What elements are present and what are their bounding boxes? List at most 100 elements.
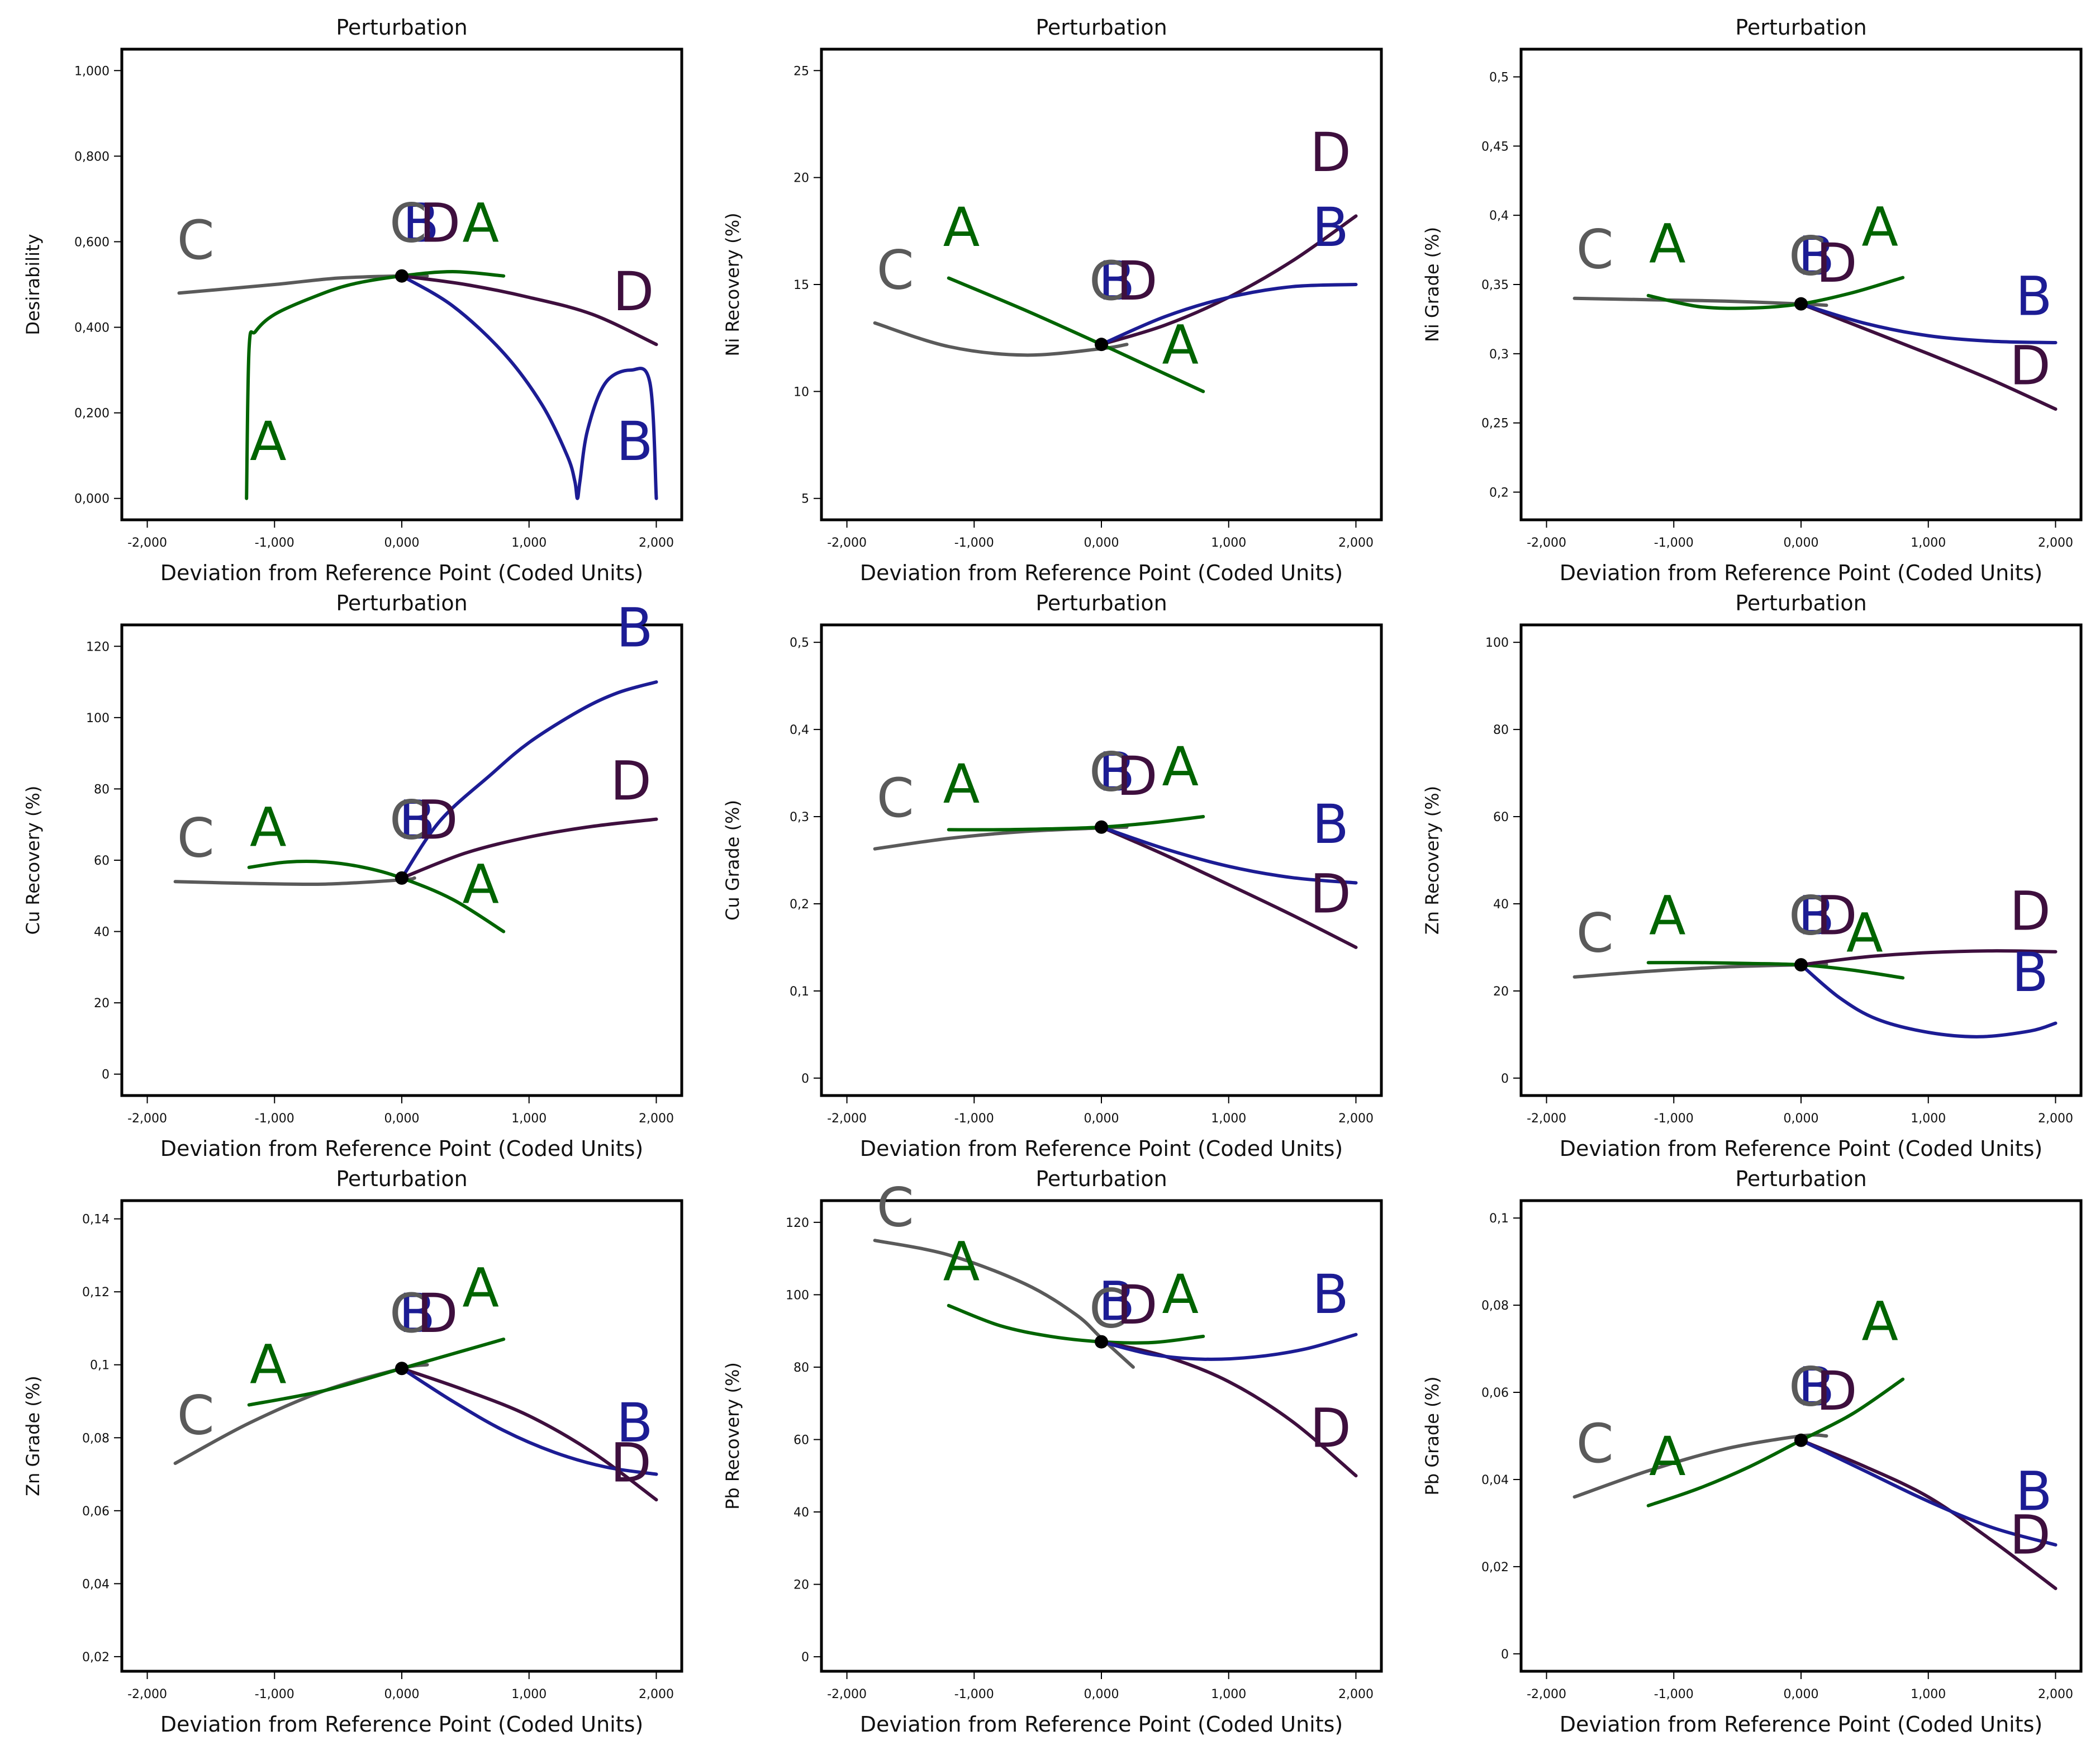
factor-label-a: A [943, 753, 980, 816]
x-tick-label: -1,000 [954, 1687, 994, 1701]
x-tick-label: 2,000 [1338, 1687, 1374, 1701]
chart-title: Perturbation [1735, 15, 1866, 40]
x-tick-label: -1,000 [1654, 536, 1694, 550]
reference-point-marker [1095, 1335, 1108, 1349]
y-tick-label: 0,1 [90, 1359, 110, 1373]
x-tick-label: -2,000 [827, 536, 867, 550]
x-tick-label: 2,000 [2038, 1687, 2073, 1701]
y-tick-label: 0,5 [790, 636, 809, 650]
series-line-a [247, 860, 506, 933]
factor-label-d: D [2009, 880, 2051, 943]
series-line-b [1799, 963, 2058, 1039]
chart-title: Perturbation [1035, 591, 1167, 615]
factor-label-a: A [943, 196, 980, 259]
series-line-d [400, 817, 658, 880]
factor-label-d: D [1310, 1397, 1351, 1459]
panel-8: Perturbation Deviation from Reference Poi… [700, 1151, 1400, 1759]
series-line-d [1100, 825, 1358, 949]
factor-label-d: D [1310, 863, 1351, 926]
x-tick-label: -1,000 [1654, 1112, 1694, 1126]
factor-label-d: D [419, 192, 460, 254]
x-tick-label: -1,000 [255, 1687, 294, 1701]
y-axis-label: Cu Recovery (%) [22, 786, 44, 935]
reference-point-marker [395, 269, 408, 283]
factor-label-c: C [1089, 741, 1127, 803]
chart-title: Perturbation [1735, 1167, 1866, 1191]
y-tick-label: 0,35 [1481, 278, 1509, 292]
x-axis-label: Deviation from Reference Point (Coded Un… [160, 561, 644, 585]
chart-title: Perturbation [336, 591, 467, 615]
factor-label-a: A [462, 192, 499, 254]
x-tick-label: 2,000 [1338, 1112, 1374, 1126]
perturbation-chart: Perturbation Deviation from Reference Poi… [22, 591, 683, 1161]
series-line-b [400, 274, 658, 500]
factor-label-d: D [1816, 885, 1857, 947]
x-tick-label: 2,000 [639, 1687, 674, 1701]
factor-label-b: B [1798, 885, 1835, 947]
series-line-d [1799, 302, 2058, 411]
y-tick-label: 0 [102, 1068, 110, 1082]
y-tick-label: 40 [1493, 898, 1509, 912]
y-tick-label: 5 [801, 492, 809, 506]
factor-label-a: A [1861, 196, 1898, 259]
x-tick-label: -1,000 [954, 536, 994, 550]
series-line-a [947, 815, 1205, 832]
series-line-a [1646, 276, 1905, 310]
x-tick-label: -1,000 [954, 1112, 994, 1126]
y-tick-label: 0,600 [74, 235, 110, 249]
factor-label-d: D [1310, 121, 1351, 184]
y-tick-label: 0,45 [1481, 140, 1509, 154]
series-line-b [1799, 302, 2058, 344]
series-line-b [1799, 1438, 2058, 1547]
x-tick-label: 1,000 [1911, 536, 1946, 550]
panel-7: Perturbation Deviation from Reference Poi… [0, 1151, 701, 1759]
series-line-b [400, 680, 658, 880]
x-tick-label: 1,000 [1911, 1112, 1946, 1126]
factor-label-a: A [1649, 1425, 1686, 1488]
factor-label-d: D [1116, 745, 1158, 808]
factor-label-b: B [2012, 941, 2049, 1004]
x-tick-label: 1,000 [1211, 1112, 1246, 1126]
factor-label-d: D [417, 789, 458, 852]
y-tick-label: 0 [801, 1651, 809, 1665]
chart-title: Perturbation [1735, 591, 1866, 615]
factor-label-d: D [1116, 1274, 1158, 1336]
x-tick-label: 1,000 [1211, 536, 1246, 550]
series-line-d [1100, 1340, 1358, 1478]
x-axis-label: Deviation from Reference Point (Coded Un… [160, 1136, 644, 1161]
x-tick-label: 0,000 [1084, 536, 1119, 550]
x-tick-label: -2,000 [827, 1687, 867, 1701]
y-axis-label: Cu Grade (%) [722, 800, 743, 921]
x-axis-label: Deviation from Reference Point (Coded Un… [1560, 1136, 2043, 1161]
x-tick-label: 2,000 [639, 1112, 674, 1126]
factor-label-c: C [389, 192, 427, 254]
factor-label-b: B [1098, 741, 1135, 803]
panel-4: Perturbation Deviation from Reference Poi… [0, 576, 701, 1183]
x-axis-label: Deviation from Reference Point (Coded Un… [860, 1136, 1343, 1161]
reference-point-marker [1794, 1433, 1808, 1447]
x-tick-label: -2,000 [1527, 1112, 1566, 1126]
y-tick-label: 0,5 [1489, 71, 1509, 85]
panel-6: Perturbation Deviation from Reference Poi… [1399, 576, 2100, 1183]
series-line-b [1100, 825, 1358, 885]
y-tick-label: 0,08 [82, 1431, 110, 1445]
x-tick-label: 0,000 [1084, 1687, 1119, 1701]
x-tick-label: -2,000 [127, 1112, 167, 1126]
series-line-d [400, 274, 658, 347]
factor-label-b: B [398, 1282, 435, 1345]
chart-title: Perturbation [336, 15, 467, 40]
factor-label-b: B [616, 1392, 653, 1454]
series-line-b [1100, 1333, 1358, 1361]
factor-label-d: D [417, 1282, 458, 1345]
x-tick-label: 1,000 [1911, 1687, 1946, 1701]
x-tick-label: -2,000 [1527, 1687, 1566, 1701]
y-tick-label: 0,4 [790, 723, 809, 737]
factor-label-b: B [2016, 1461, 2053, 1523]
factor-label-d: D [2009, 334, 2051, 397]
series-line-b [1100, 283, 1358, 347]
factor-label-b: B [402, 192, 439, 254]
y-tick-label: 20 [1493, 985, 1509, 999]
x-tick-label: 0,000 [384, 1112, 420, 1126]
x-axis-label: Deviation from Reference Point (Coded Un… [860, 1712, 1343, 1737]
